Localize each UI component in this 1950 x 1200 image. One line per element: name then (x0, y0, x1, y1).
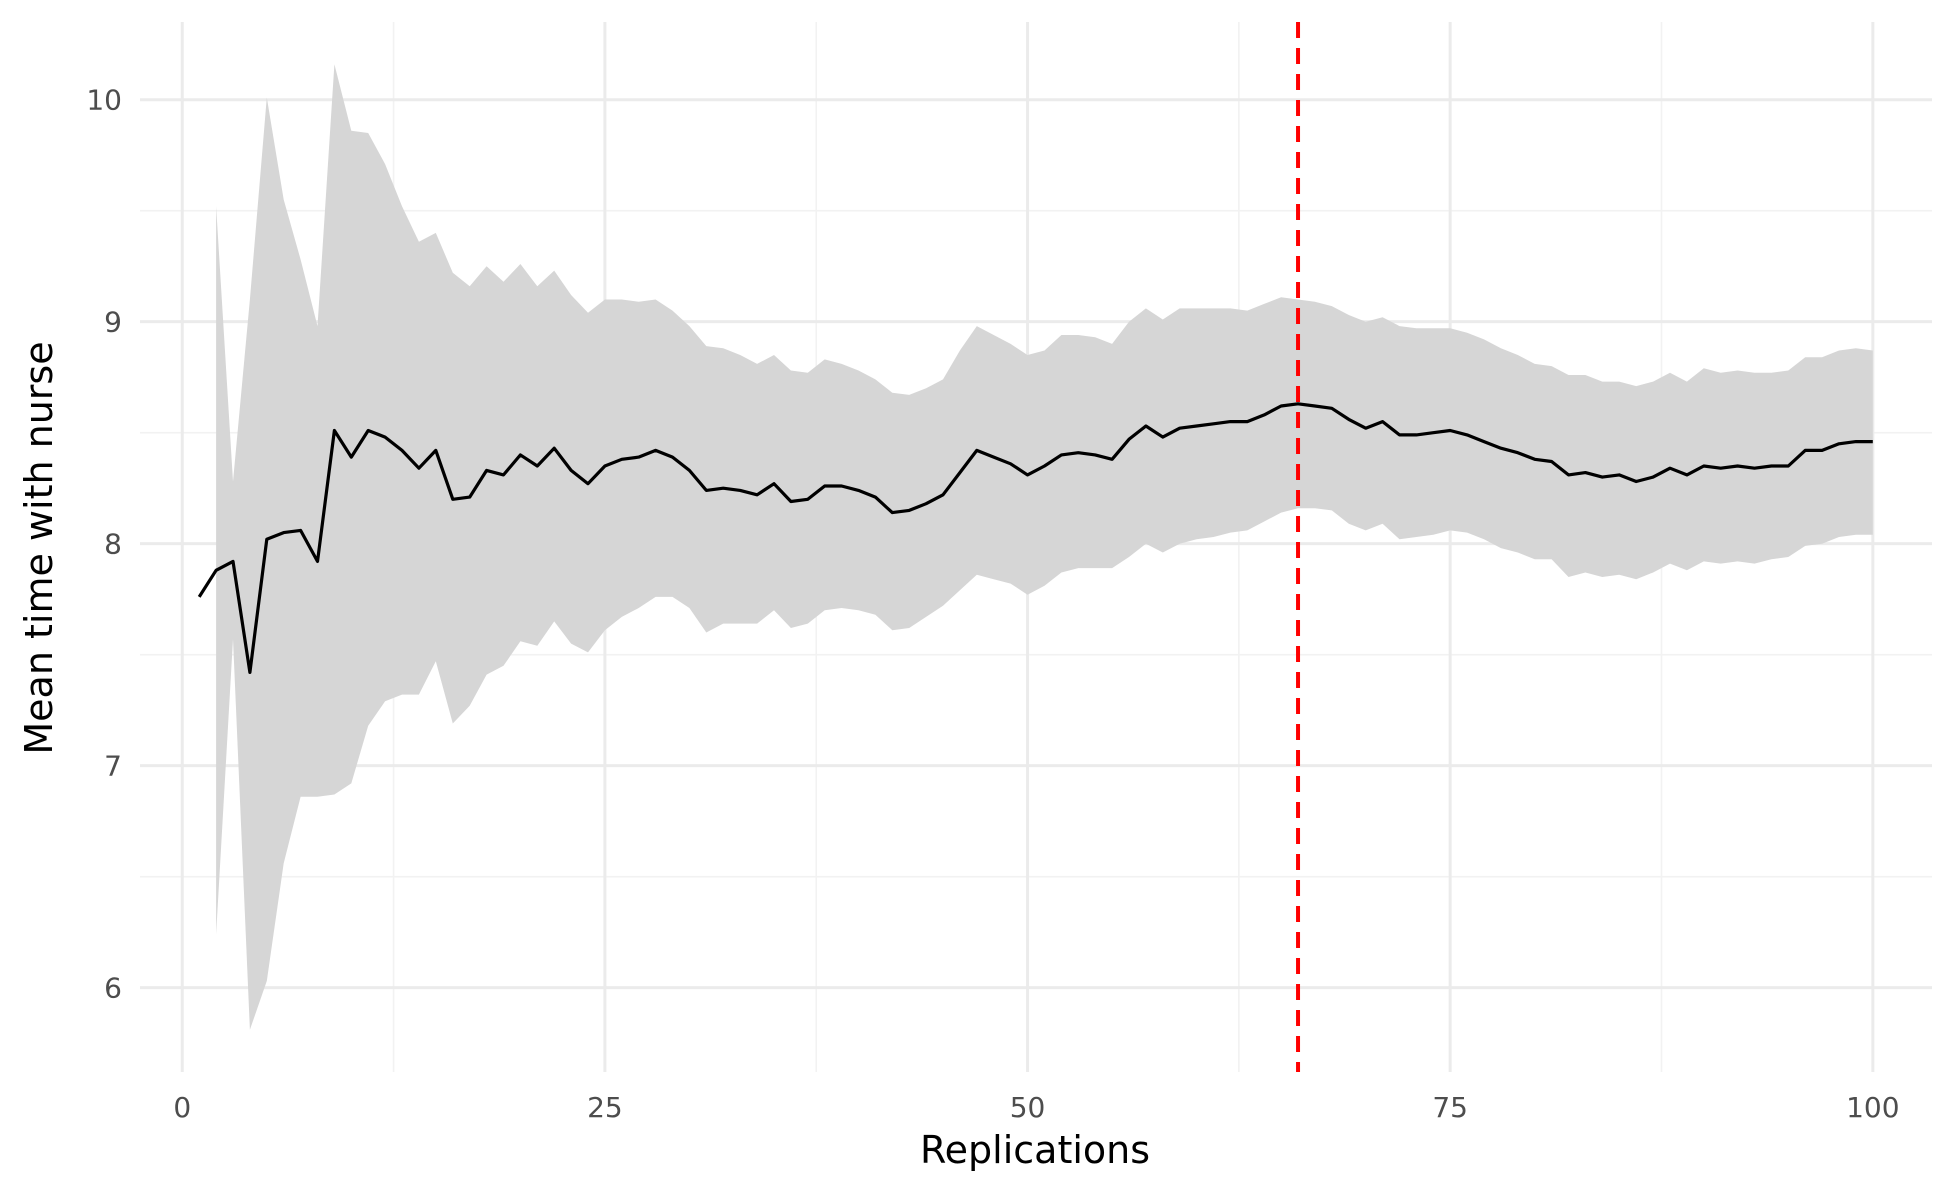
y-tick-label: 10 (86, 84, 122, 117)
x-tick-label: 0 (173, 1091, 191, 1124)
x-axis-title: Replications (920, 1128, 1150, 1172)
tick-labels: 0 25 50 75 100 6 7 8 9 10 (86, 84, 1899, 1124)
y-axis-title: Mean time with nurse (17, 341, 61, 754)
confidence-band-layer (216, 64, 1873, 1030)
confidence-band (216, 64, 1873, 1030)
y-tick-label: 7 (104, 750, 122, 783)
y-tick-label: 6 (104, 972, 122, 1005)
cumulative-mean-line (197, 402, 1873, 675)
x-tick-label: 25 (587, 1091, 623, 1124)
y-tick-label: 8 (104, 528, 122, 561)
x-tick-label: 100 (1846, 1091, 1899, 1124)
y-tick-label: 9 (104, 306, 122, 339)
x-tick-label: 50 (1010, 1091, 1046, 1124)
mean-line-layer (197, 402, 1873, 675)
x-tick-label: 75 (1432, 1091, 1468, 1124)
